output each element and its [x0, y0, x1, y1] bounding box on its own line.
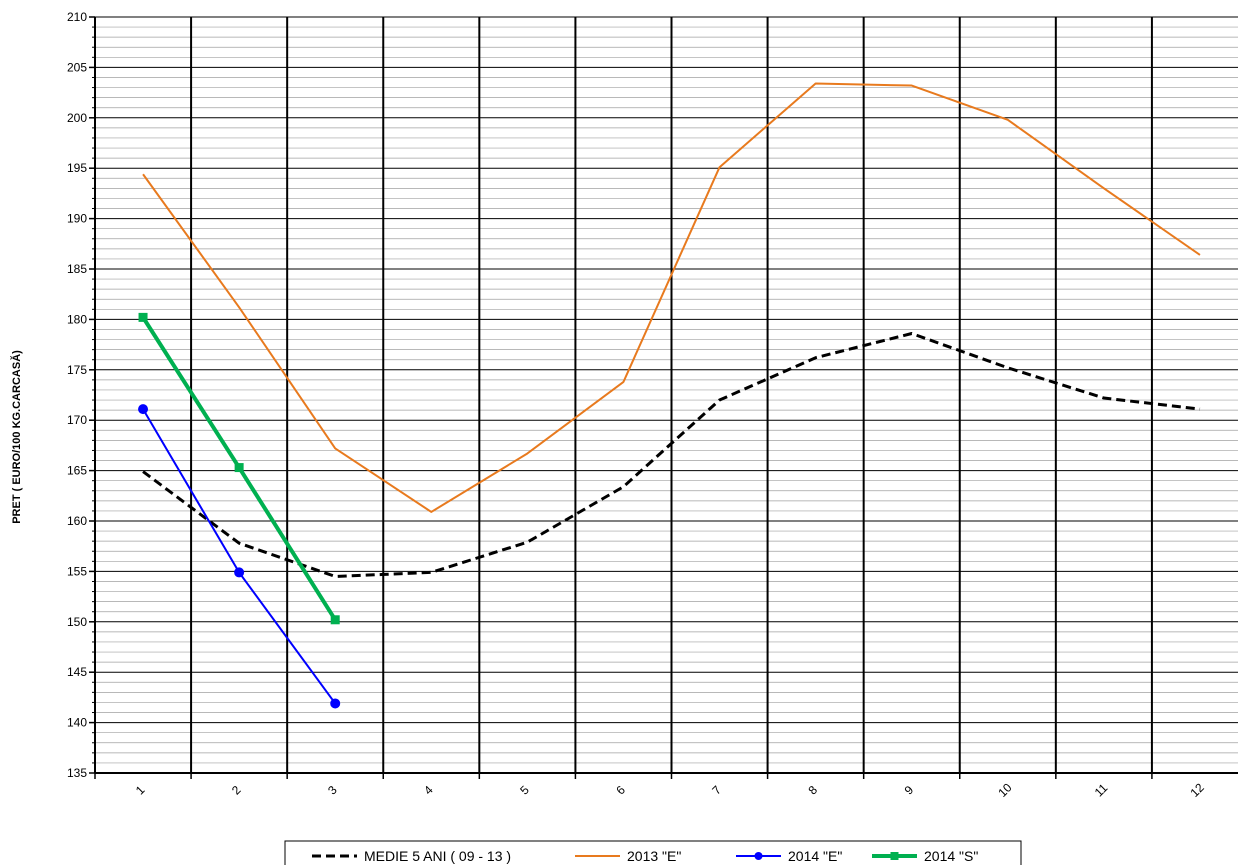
y-tick-label: 155: [67, 564, 87, 578]
legend-marker: [754, 852, 763, 860]
x-tick-label: 7: [709, 783, 724, 798]
data-point: [234, 463, 244, 473]
data-point: [330, 615, 340, 625]
series-1: [142, 332, 1201, 578]
legend-label: MEDIE 5 ANI ( 09 - 13 ): [364, 848, 511, 864]
legend-label: 2014 "E": [788, 848, 842, 864]
y-tick-label: 200: [67, 111, 87, 125]
x-tick-label: 5: [517, 783, 532, 798]
y-tick-label: 205: [67, 60, 87, 74]
legend-marker: [890, 852, 899, 860]
x-tick-label: 10: [995, 780, 1015, 800]
data-point: [138, 312, 148, 322]
y-axis-label: PRET ( EURO/100 KG.CARCASĂ): [10, 350, 23, 524]
y-tick-label: 175: [67, 363, 87, 377]
grid: [95, 16, 1238, 773]
data-point: [330, 698, 341, 709]
series-line: [142, 332, 1201, 578]
x-tick-label: 2: [229, 783, 244, 798]
y-tick-label: 140: [67, 716, 87, 730]
y-tick-label: 150: [67, 615, 87, 629]
x-tick-label: 4: [421, 783, 436, 798]
y-tick-labels: 135 140 145 150 155 160 165 170 175 180 185 190 195 2…: [67, 10, 87, 780]
y-tick-label: 170: [67, 413, 87, 427]
x-tick-label: 9: [902, 783, 917, 798]
series-3: [138, 404, 341, 709]
x-tick-label: 12: [1187, 780, 1207, 800]
y-tick-label: 160: [67, 514, 87, 528]
series-line: [142, 408, 337, 705]
legend: MEDIE 5 ANI ( 09 - 13 ) 2013 "E" 2014 "E" 2…: [284, 840, 1022, 865]
x-tick-label: 3: [325, 783, 340, 798]
y-tick-label: 165: [67, 464, 87, 478]
x-tick-labels: 1 2 3 4 5 6 7 8 9 10 11 12: [133, 780, 1207, 800]
data-point: [234, 567, 245, 578]
y-tick-label: 195: [67, 161, 87, 175]
y-tick-label: 135: [67, 766, 87, 780]
y-tick-label: 210: [67, 10, 87, 24]
y-tick-label: 185: [67, 262, 87, 276]
legend-item: MEDIE 5 ANI ( 09 - 13 ): [312, 848, 511, 864]
y-tick-label: 190: [67, 212, 87, 226]
legend-label: 2013 "E": [627, 848, 681, 864]
x-tick-label: 6: [613, 783, 628, 798]
series: [138, 82, 1201, 709]
x-tick-label: 1: [133, 783, 148, 798]
legend-label: 2014 "S": [924, 848, 978, 864]
data-point: [138, 404, 149, 415]
axes: [89, 16, 1238, 779]
legend-item: 2013 "E": [575, 848, 681, 864]
y-tick-label: 145: [67, 665, 87, 679]
legend-item: 2014 "S": [872, 848, 978, 864]
series-2: [142, 82, 1201, 513]
series-4: [138, 312, 340, 625]
y-tick-label: 180: [67, 312, 87, 326]
legend-item: 2014 "E": [736, 848, 842, 864]
x-tick-label: 11: [1092, 781, 1111, 800]
series-line: [142, 82, 1201, 513]
x-tick-label: 8: [805, 783, 820, 798]
